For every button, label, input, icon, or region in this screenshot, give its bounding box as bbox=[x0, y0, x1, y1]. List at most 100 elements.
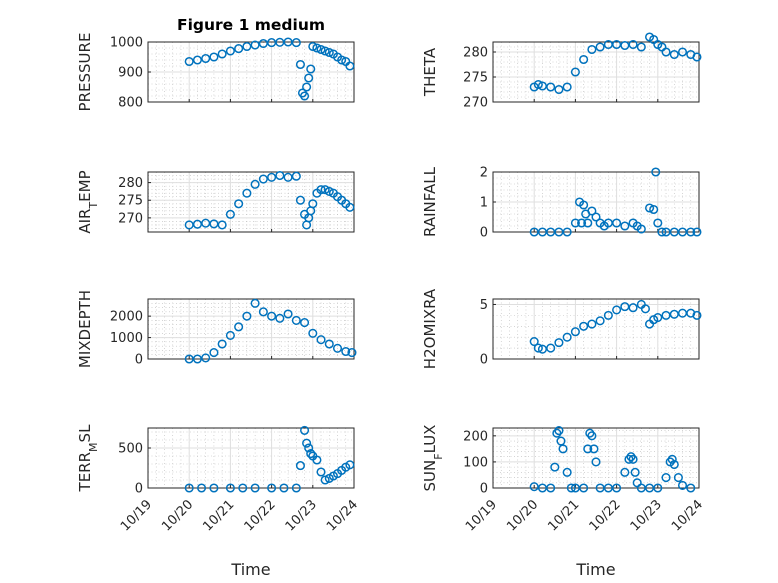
data-point bbox=[653, 483, 663, 493]
data-point bbox=[250, 483, 260, 493]
y-axis-label: TERRMSL bbox=[76, 424, 100, 493]
data-point bbox=[217, 220, 227, 230]
data-point bbox=[275, 170, 285, 181]
data-point bbox=[320, 475, 330, 485]
data-point bbox=[201, 353, 211, 363]
data-point bbox=[291, 171, 301, 181]
data-point bbox=[267, 172, 277, 182]
data-point bbox=[209, 219, 219, 229]
y-tick-label: 5 bbox=[480, 298, 488, 313]
data-point bbox=[677, 47, 688, 57]
data-point bbox=[324, 339, 334, 349]
data-point bbox=[302, 438, 312, 448]
data-point bbox=[217, 49, 227, 59]
y-tick-label: 1000 bbox=[110, 36, 143, 51]
data-point bbox=[583, 218, 593, 228]
data-point bbox=[667, 454, 677, 464]
y-tick-label: 275 bbox=[118, 194, 143, 209]
data-point bbox=[295, 461, 305, 471]
data-point bbox=[537, 344, 547, 354]
data-point bbox=[341, 346, 351, 357]
data-point bbox=[669, 459, 679, 470]
data-point bbox=[320, 46, 330, 56]
data-point bbox=[291, 483, 301, 493]
data-point bbox=[657, 227, 667, 237]
y-tick-label: 270 bbox=[463, 96, 488, 111]
data-point bbox=[275, 313, 285, 323]
data-point bbox=[587, 206, 597, 216]
y-tick-label: 1000 bbox=[110, 331, 143, 346]
y-axis-label: THETA bbox=[421, 47, 439, 97]
data-point bbox=[550, 462, 560, 472]
data-point bbox=[225, 46, 235, 56]
data-point bbox=[308, 41, 318, 52]
y-tick-label: 200 bbox=[463, 429, 488, 444]
data-point bbox=[345, 61, 355, 71]
data-point bbox=[579, 321, 589, 331]
data-point bbox=[347, 348, 357, 358]
data-point bbox=[291, 315, 301, 325]
data-point bbox=[653, 312, 663, 323]
data-point bbox=[585, 428, 595, 438]
data-point bbox=[302, 82, 312, 92]
data-point bbox=[267, 311, 277, 321]
data-point bbox=[591, 457, 601, 467]
subplot-pressure: 800 900 1000 PRESSURE bbox=[76, 33, 355, 111]
data-point bbox=[201, 53, 211, 64]
data-point bbox=[209, 348, 219, 358]
data-point bbox=[225, 330, 235, 340]
data-point bbox=[628, 303, 638, 313]
data-point bbox=[649, 204, 659, 215]
data-point bbox=[250, 179, 260, 189]
data-point bbox=[570, 218, 580, 228]
subplot-h2omixra: 0 5 H2OMIXRA bbox=[421, 288, 702, 369]
data-point bbox=[250, 40, 260, 50]
y-axis-label: H2OMIXRA bbox=[421, 288, 439, 369]
data-point bbox=[661, 473, 671, 483]
data-point bbox=[306, 449, 316, 459]
data-point bbox=[651, 167, 661, 177]
y-axis-label: RAINFALL bbox=[421, 166, 439, 237]
data-point bbox=[595, 42, 605, 52]
data-point bbox=[242, 311, 252, 321]
data-point bbox=[558, 444, 568, 454]
data-point bbox=[209, 483, 219, 493]
data-point bbox=[554, 84, 564, 95]
data-point bbox=[192, 354, 202, 364]
data-point bbox=[242, 188, 252, 198]
data-point bbox=[332, 343, 343, 353]
axes-frame bbox=[492, 171, 700, 233]
y-tick-label: 800 bbox=[118, 96, 143, 111]
data-point bbox=[587, 431, 597, 441]
data-point bbox=[579, 54, 589, 65]
figure-title: Figure 1 medium bbox=[177, 16, 325, 34]
data-point bbox=[316, 185, 326, 195]
data-point bbox=[316, 335, 326, 345]
data-point bbox=[686, 308, 696, 318]
data-point bbox=[620, 467, 630, 477]
data-point bbox=[324, 186, 334, 196]
data-point bbox=[537, 81, 547, 91]
data-point bbox=[316, 467, 326, 477]
data-point bbox=[295, 195, 305, 205]
y-tick-label: 100 bbox=[463, 455, 488, 470]
data-point bbox=[192, 219, 202, 229]
data-point bbox=[579, 200, 589, 210]
data-point bbox=[612, 305, 622, 315]
data-point bbox=[661, 47, 671, 57]
data-point bbox=[533, 343, 543, 353]
data-point bbox=[636, 42, 646, 52]
data-point bbox=[238, 483, 248, 493]
data-point bbox=[209, 52, 219, 62]
data-point bbox=[570, 67, 580, 77]
data-point bbox=[529, 336, 539, 347]
data-point bbox=[595, 316, 605, 326]
x-axis-label: Time bbox=[575, 560, 615, 579]
y-tick-label: 280 bbox=[118, 176, 143, 191]
data-point bbox=[308, 328, 318, 338]
data-point bbox=[628, 39, 638, 50]
axes-frame bbox=[492, 41, 700, 103]
data-point bbox=[337, 55, 347, 65]
